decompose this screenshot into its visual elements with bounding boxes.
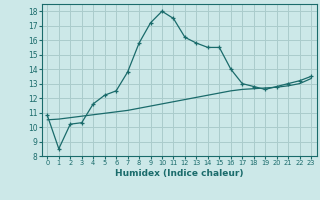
X-axis label: Humidex (Indice chaleur): Humidex (Indice chaleur) (115, 169, 244, 178)
